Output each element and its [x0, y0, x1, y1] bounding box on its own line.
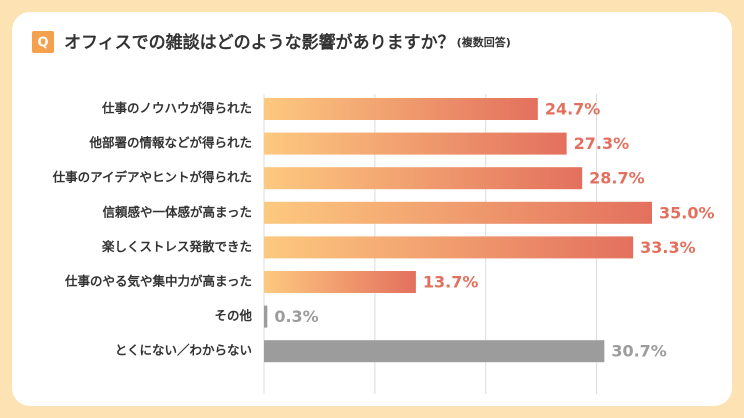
chart-subtitle: (複数回答)	[457, 35, 511, 49]
value-label: 27.3%	[574, 134, 630, 153]
bar	[264, 201, 652, 224]
chart-title: オフィスでの雑談はどのような影響がありますか？	[64, 32, 455, 53]
bar	[264, 271, 416, 293]
category-label: 信頼感や一体感が高まった	[102, 204, 252, 219]
bar	[264, 167, 583, 190]
category-label: その他	[214, 308, 252, 323]
badge: Q	[37, 36, 48, 51]
value-label: 0.3%	[274, 307, 318, 326]
category-label: とくにない／わからない	[115, 343, 252, 358]
badge-box	[32, 31, 54, 53]
value-label: 35.0%	[659, 203, 715, 222]
value-label: 30.7%	[611, 342, 667, 361]
value-label: 24.7%	[545, 100, 601, 119]
bar	[264, 132, 567, 155]
category-label: 仕事のノウハウが得られた	[101, 101, 252, 116]
category-label: 他部署の情報などが得られた	[88, 135, 252, 150]
value-label: 13.7%	[423, 273, 479, 292]
value-label: 33.3%	[640, 238, 696, 257]
category-label: 楽しくストレス発散できた	[101, 239, 252, 254]
category-label: 仕事のアイデアやヒントが得られた	[52, 170, 252, 185]
category-label: 仕事のやる気や集中力が高まった	[64, 274, 252, 289]
title-line: オフィスでの雑談はどのような影響がありますか？ (複数回答)	[64, 32, 511, 53]
bar	[264, 305, 268, 328]
bar	[264, 236, 634, 259]
value-label: 28.7%	[589, 169, 645, 188]
bar	[264, 340, 605, 363]
bar	[264, 98, 538, 120]
